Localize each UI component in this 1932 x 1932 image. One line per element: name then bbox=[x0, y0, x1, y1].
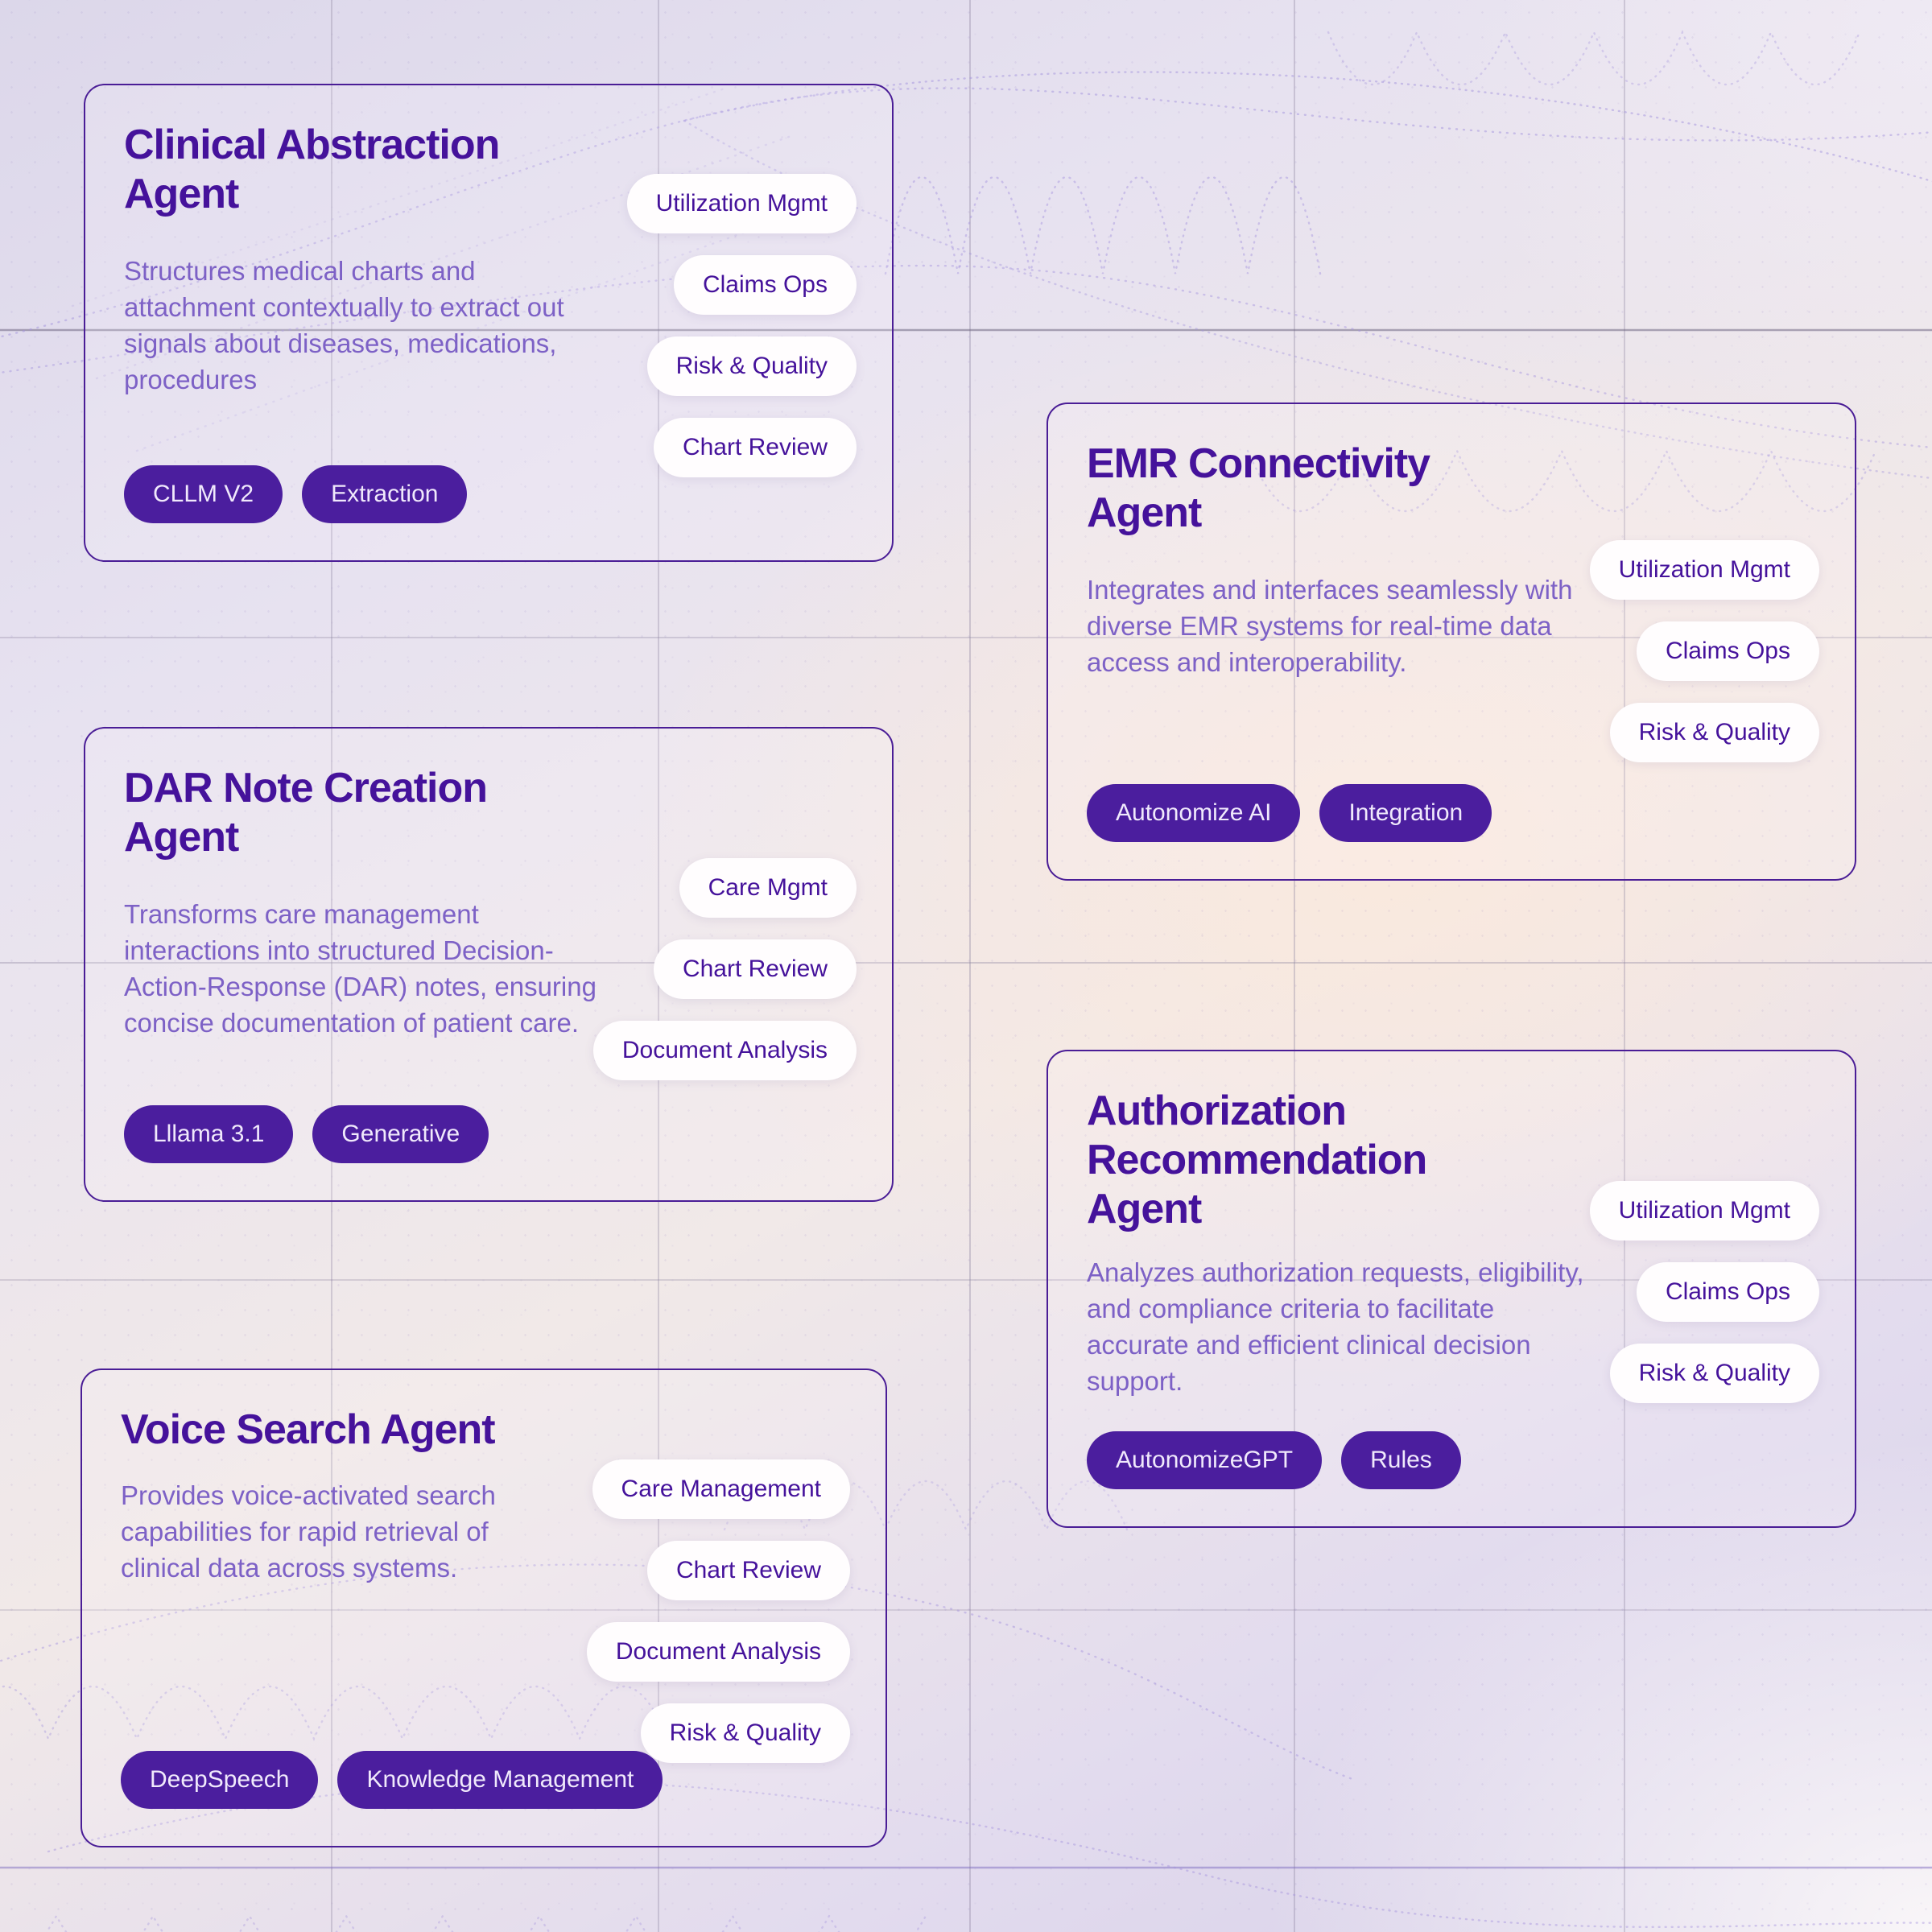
tag-pill: DeepSpeech bbox=[121, 1751, 319, 1809]
tag-pill-list: AutonomizeGPT Rules bbox=[1087, 1431, 1461, 1489]
category-pill: Risk & Quality bbox=[646, 336, 857, 396]
card-title: Clinical Abstraction Agent bbox=[124, 122, 500, 217]
card-description: Transforms care management interactions … bbox=[124, 899, 597, 1038]
category-pill: Claims Ops bbox=[1636, 1262, 1819, 1322]
card-title: DAR Note Creation Agent bbox=[124, 765, 488, 861]
category-pill-list: Care Mgmt Chart Review Document Analysis bbox=[592, 858, 857, 1080]
tag-pill-list: Autonomize AI Integration bbox=[1087, 784, 1492, 842]
tag-pill-list: Lllama 3.1 Generative bbox=[124, 1105, 489, 1163]
category-pill: Utilization Mgmt bbox=[1589, 540, 1819, 600]
tag-pill-list: CLLM V2 Extraction bbox=[124, 465, 468, 523]
category-pill: Utilization Mgmt bbox=[1589, 1181, 1819, 1241]
category-pill: Claims Ops bbox=[1636, 621, 1819, 681]
category-pill-list: Utilization Mgmt Claims Ops Risk & Quali… bbox=[1589, 540, 1819, 762]
category-pill-list: Utilization Mgmt Claims Ops Risk & Quali… bbox=[1589, 1181, 1819, 1403]
agent-card-voice-search: Voice Search Agent Provides voice-activa… bbox=[80, 1368, 887, 1847]
tag-pill: Extraction bbox=[302, 465, 468, 523]
category-pill: Risk & Quality bbox=[1609, 703, 1819, 762]
tag-pill: Integration bbox=[1319, 784, 1492, 842]
tag-pill: Generative bbox=[312, 1105, 489, 1163]
tag-pill: CLLM V2 bbox=[124, 465, 283, 523]
category-pill: Document Analysis bbox=[586, 1622, 850, 1682]
category-pill: Care Management bbox=[592, 1459, 850, 1519]
tag-pill: Knowledge Management bbox=[337, 1751, 663, 1809]
category-pill: Chart Review bbox=[653, 939, 857, 999]
card-description: Integrates and interfaces seamlessly wit… bbox=[1087, 575, 1573, 677]
card-title: EMR Connectivity Agent bbox=[1087, 440, 1430, 536]
card-description: Analyzes authorization requests, eligibi… bbox=[1087, 1257, 1584, 1396]
agent-card-dar-note-creation: DAR Note Creation Agent Transforms care … bbox=[84, 727, 894, 1202]
tag-pill: Rules bbox=[1341, 1431, 1461, 1489]
category-pill: Chart Review bbox=[653, 418, 857, 477]
category-pill: Claims Ops bbox=[673, 255, 857, 315]
card-title: Voice Search Agent bbox=[121, 1406, 496, 1453]
category-pill-list: Care Management Chart Review Document An… bbox=[586, 1459, 850, 1763]
agent-card-authorization-recommendation: Authorization Recommendation Agent Analy… bbox=[1046, 1050, 1856, 1528]
category-pill: Chart Review bbox=[646, 1541, 850, 1600]
card-description: Structures medical charts and attachment… bbox=[124, 256, 564, 394]
card-description: Provides voice-activated search capabili… bbox=[121, 1480, 496, 1583]
agent-card-emr-connectivity: EMR Connectivity Agent Integrates and in… bbox=[1046, 402, 1856, 881]
category-pill: Care Mgmt bbox=[679, 858, 857, 918]
tag-pill: Lllama 3.1 bbox=[124, 1105, 294, 1163]
category-pill: Risk & Quality bbox=[640, 1703, 850, 1763]
tag-pill-list: DeepSpeech Knowledge Management bbox=[121, 1751, 663, 1809]
agent-card-clinical-abstraction: Clinical Abstraction Agent Structures me… bbox=[84, 84, 894, 562]
tag-pill: Autonomize AI bbox=[1087, 784, 1301, 842]
tag-pill: AutonomizeGPT bbox=[1087, 1431, 1323, 1489]
category-pill: Utilization Mgmt bbox=[626, 174, 857, 233]
card-title: Authorization Recommendation Agent bbox=[1087, 1088, 1427, 1232]
category-pill: Risk & Quality bbox=[1609, 1344, 1819, 1403]
category-pill-list: Utilization Mgmt Claims Ops Risk & Quali… bbox=[626, 174, 857, 477]
category-pill: Document Analysis bbox=[592, 1021, 857, 1080]
